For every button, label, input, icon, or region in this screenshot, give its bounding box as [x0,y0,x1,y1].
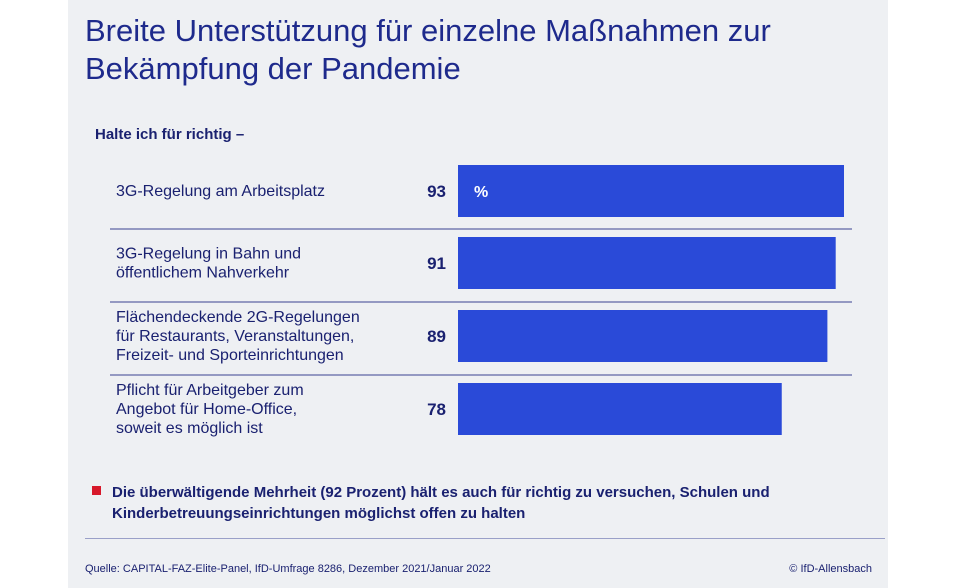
category-label-3-line-2: für Restaurants, Veranstaltungen, [116,328,354,345]
chart-panel [68,0,888,588]
title-line-1: Breite Unterstützung für einzelne Maßnah… [85,13,771,48]
unit-label: % [474,184,488,201]
bar-2 [458,237,836,289]
source-text: Quelle: CAPITAL-FAZ-Elite-Panel, IfD-Umf… [85,563,491,575]
category-label-3-line-1: Flächendeckende 2G-Regelungen [116,309,360,326]
value-label-2: 91 [427,254,446,273]
bar-4 [458,383,782,435]
category-label-2-line-2: öffentlichem Nahverkehr [116,265,290,282]
chart-title: Breite Unterstützung für einzelne Maßnah… [85,12,865,88]
category-label-4-line-1: Pflicht für Arbeitgeber zum [116,382,304,399]
category-label-1-line-1: 3G-Regelung am Arbeitsplatz [116,183,325,200]
category-label-3-line-3: Freizeit- und Sporteinrichtungen [116,347,344,364]
note-text: Die überwältigende Mehrheit (92 Prozent)… [112,484,770,522]
category-label-4-line-2: Angebot für Home-Office, [116,401,297,418]
title-line-2: Bekämpfung der Pandemie [85,51,461,86]
chart-subtitle: Halte ich für richtig – [95,126,245,143]
category-label-4-line-3: soweit es möglich ist [116,420,263,437]
value-label-3: 89 [427,327,446,346]
copyright-text: © IfD-Allensbach [789,563,872,575]
note-marker [92,486,101,495]
category-label-2-line-1: 3G-Regelung in Bahn und [116,246,301,263]
footer-divider [85,538,885,539]
value-label-4: 78 [427,400,446,419]
bar-3 [458,310,828,362]
bar-1 [458,165,844,217]
value-label-1: 93 [427,182,446,201]
